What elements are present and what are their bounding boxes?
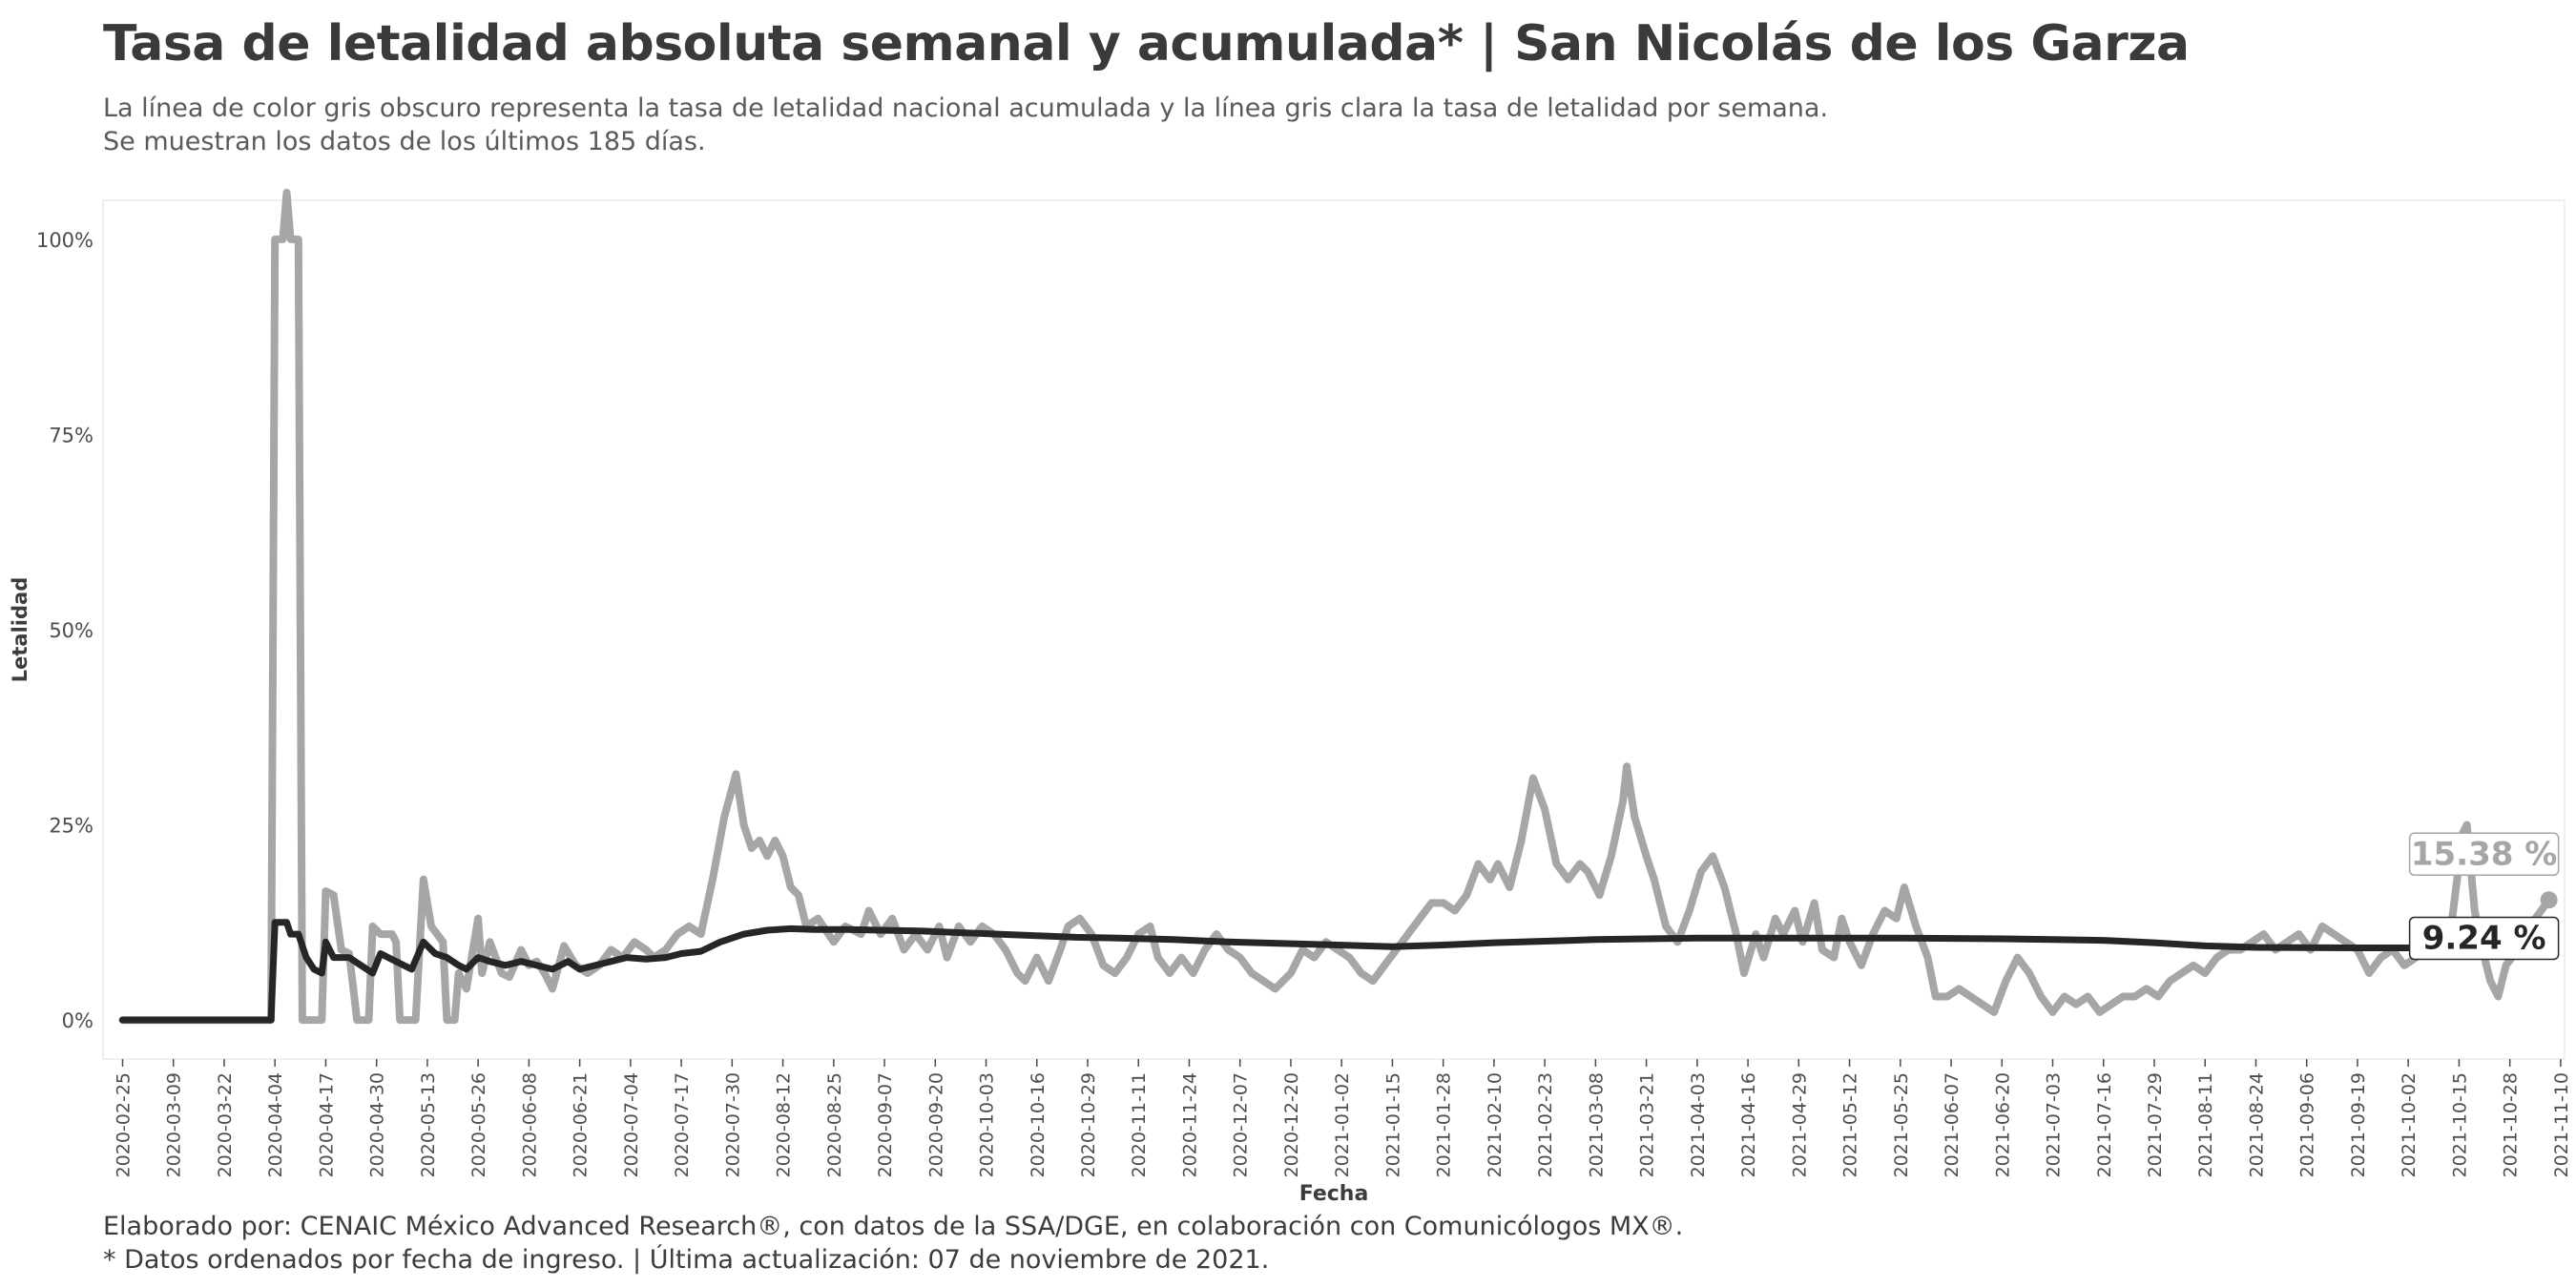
x-tick-label: 2020-03-22 xyxy=(215,1072,236,1177)
y-axis-ticks: 0% 25% 50% 75% 100% xyxy=(36,229,93,1032)
x-tick-label: 2021-07-29 xyxy=(2145,1072,2166,1177)
x-tick-label: 2020-11-11 xyxy=(1129,1072,1150,1177)
x-tick-label: 2021-05-12 xyxy=(1840,1072,1861,1177)
x-tick-label: 2020-06-08 xyxy=(519,1072,540,1177)
x-tick-label: 2020-07-30 xyxy=(722,1072,743,1177)
x-tick-label: 2020-10-29 xyxy=(1078,1072,1099,1177)
x-tick-label: 2020-09-20 xyxy=(925,1072,946,1177)
x-tick-label: 2020-05-26 xyxy=(468,1072,489,1177)
y-axis-title: Letalidad xyxy=(9,577,31,682)
x-tick-label: 2021-06-07 xyxy=(1942,1072,1963,1177)
x-tick-label: 2021-10-02 xyxy=(2399,1072,2420,1177)
x-tick-label: 2020-05-13 xyxy=(418,1072,439,1177)
x-tick-label: 2020-12-07 xyxy=(1231,1072,1252,1177)
x-tick-label: 2021-07-16 xyxy=(2094,1072,2115,1177)
cumulative-end-label-box xyxy=(2408,916,2560,961)
weekly-end-label-box xyxy=(2408,832,2560,877)
x-tick-label: 2021-04-16 xyxy=(1738,1072,1759,1177)
x-tick-label: 2021-11-10 xyxy=(2551,1072,2572,1177)
y-tick-label: 25% xyxy=(49,815,93,838)
x-tick-label: 2021-02-10 xyxy=(1485,1072,1506,1177)
x-tick-label: 2021-09-06 xyxy=(2297,1072,2318,1177)
chart-caption-line-2: * Datos ordenados por fecha de ingreso. … xyxy=(103,1245,1270,1275)
x-tick-label: 2020-07-04 xyxy=(621,1072,642,1177)
chart-title: Tasa de letalidad absoluta semanal y acu… xyxy=(103,15,2190,73)
x-tick-label: 2021-04-29 xyxy=(1789,1072,1810,1177)
x-tick-label: 2020-11-24 xyxy=(1179,1072,1200,1177)
x-tick-label: 2020-10-16 xyxy=(1028,1072,1049,1177)
x-tick-label: 2021-04-03 xyxy=(1688,1072,1709,1177)
x-tick-label: 2021-08-24 xyxy=(2246,1072,2267,1177)
x-tick-label: 2020-12-20 xyxy=(1281,1072,1302,1177)
x-tick-label: 2020-04-17 xyxy=(316,1072,337,1177)
x-tick-label: 2020-07-17 xyxy=(672,1072,693,1177)
x-tick-label: 2020-08-25 xyxy=(824,1072,845,1177)
x-axis-ticks: 2020-02-25 2020-03-09 2020-03-22 2020-04-04… xyxy=(113,1059,2572,1177)
x-tick-label: 2021-06-20 xyxy=(1992,1072,2013,1177)
chart-subtitle-line-2: Se muestran los datos de los últimos 185… xyxy=(103,127,706,156)
x-tick-label: 2020-06-21 xyxy=(571,1072,592,1177)
cumulative-lethality-line xyxy=(119,919,2553,1024)
x-tick-label: 2020-02-25 xyxy=(113,1072,134,1177)
x-tick-label: 2021-03-08 xyxy=(1586,1072,1607,1177)
x-tick-label: 2021-01-15 xyxy=(1382,1072,1403,1177)
y-tick-label: 75% xyxy=(49,424,93,447)
y-tick-label: 100% xyxy=(36,229,93,252)
x-axis-title: Fecha xyxy=(1299,1182,1369,1206)
y-tick-label: 0% xyxy=(62,1009,93,1032)
weekly-lethality-line xyxy=(118,188,2553,1025)
x-tick-label: 2021-07-03 xyxy=(2044,1072,2065,1177)
x-tick-label: 2020-04-30 xyxy=(367,1072,388,1177)
x-tick-label: 2021-01-02 xyxy=(1332,1072,1353,1177)
chart-caption-line-1: Elaborado por: CENAIC México Advanced Re… xyxy=(103,1212,1684,1241)
x-tick-label: 2021-10-28 xyxy=(2501,1072,2522,1177)
series-layer xyxy=(118,188,2558,1025)
x-tick-label: 2021-05-25 xyxy=(1891,1072,1912,1177)
x-tick-label: 2020-03-09 xyxy=(164,1072,185,1177)
x-tick-label: 2021-09-19 xyxy=(2348,1072,2369,1177)
weekly-end-label: 15.38 % xyxy=(2411,835,2557,873)
x-tick-label: 2021-02-23 xyxy=(1535,1072,1556,1177)
y-tick-label: 50% xyxy=(49,619,93,642)
weekly-lethality-endpoint xyxy=(2540,891,2558,909)
x-tick-label: 2020-08-12 xyxy=(774,1072,795,1177)
x-tick-label: 2021-01-28 xyxy=(1434,1072,1455,1177)
x-tick-label: 2021-08-11 xyxy=(2195,1072,2216,1177)
plot-panel-border xyxy=(102,199,2566,1060)
x-tick-label: 2020-10-03 xyxy=(977,1072,998,1177)
x-tick-label: 2020-04-04 xyxy=(265,1072,286,1177)
cumulative-end-label: 9.24 % xyxy=(2422,919,2546,957)
x-tick-label: 2020-09-07 xyxy=(875,1072,896,1177)
end-labels: 15.38 % 9.24 % xyxy=(2408,832,2560,961)
x-tick-label: 2021-10-15 xyxy=(2449,1072,2470,1177)
chart-subtitle-line-1: La línea de color gris obscuro represent… xyxy=(103,93,1829,123)
x-tick-label: 2021-03-21 xyxy=(1637,1072,1658,1177)
